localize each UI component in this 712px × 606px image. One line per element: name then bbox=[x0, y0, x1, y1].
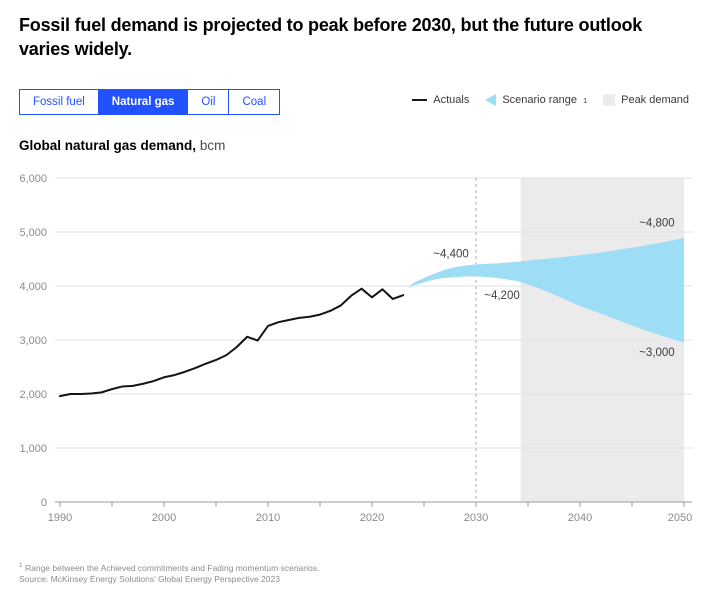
legend-label-actuals: Actuals bbox=[433, 94, 470, 106]
value-annotation: ~4,200 bbox=[484, 290, 520, 302]
legend-item-peak-demand: Peak demand bbox=[603, 94, 689, 106]
x-axis-tick-label: 2010 bbox=[256, 512, 280, 524]
y-axis-tick-label: 5,000 bbox=[19, 227, 47, 239]
footnote-source: Source: McKinsey Energy Solutions’ Globa… bbox=[19, 573, 280, 584]
x-axis-tick-label: 2040 bbox=[568, 512, 592, 524]
actuals-line bbox=[59, 287, 405, 398]
demand-chart: 0 1,000 2,000 3,000 4,000 5,000 6,000 1990 2000 2… bbox=[19, 173, 692, 524]
y-axis-tick-label: 0 bbox=[41, 497, 47, 509]
scenario-range-band bbox=[407, 237, 684, 343]
actuals-line-swatch-icon bbox=[412, 99, 428, 101]
x-axis-tick-label: 2020 bbox=[360, 512, 384, 524]
fuel-tabs: Fossil fuel Natural gas Oil Coal bbox=[19, 89, 281, 115]
x-axis-tick-label: 2030 bbox=[464, 512, 488, 524]
chart-title: Global natural gas demand, bcm bbox=[19, 138, 225, 153]
x-axis-tick-label: 2050 bbox=[668, 512, 692, 524]
legend-label-scenario-range: Scenario range bbox=[502, 94, 577, 106]
legend-item-scenario-range: Scenario range 1 bbox=[485, 94, 587, 106]
y-axis-tick-label: 6,000 bbox=[19, 173, 47, 185]
chart-title-unit: bcm bbox=[199, 138, 226, 153]
y-axis-tick-label: 3,000 bbox=[19, 335, 47, 347]
chart-title-text: Global natural gas demand, bbox=[19, 138, 197, 153]
y-axis-tick-label: 1,000 bbox=[19, 443, 47, 455]
page-title: Fossil fuel demand is projected to peak … bbox=[19, 15, 643, 59]
y-axis-tick-label: 2,000 bbox=[19, 389, 47, 401]
tab-fossil-fuel[interactable]: Fossil fuel bbox=[20, 90, 99, 114]
scenario-range-triangle-icon bbox=[485, 94, 497, 106]
x-axis-tick-label: 1990 bbox=[48, 512, 72, 524]
legend-item-actuals: Actuals bbox=[412, 94, 469, 106]
footnote: 1 Range between the Achieved commitments… bbox=[19, 560, 319, 585]
legend-label-peak-demand: Peak demand bbox=[621, 94, 689, 106]
chart-legend: Actuals Scenario range 1 Peak demand bbox=[412, 92, 689, 108]
footnote-marker: 1 bbox=[19, 562, 23, 569]
peak-demand-swatch-icon bbox=[603, 94, 616, 106]
value-annotation: ~4,800 bbox=[639, 217, 675, 229]
scenario-range-footnote-marker: 1 bbox=[582, 95, 588, 105]
tab-oil[interactable]: Oil bbox=[188, 90, 230, 114]
value-annotation: ~4,400 bbox=[433, 249, 469, 261]
value-annotation: ~3,000 bbox=[639, 347, 675, 359]
tab-natural-gas[interactable]: Natural gas bbox=[98, 90, 189, 114]
tab-coal[interactable]: Coal bbox=[229, 90, 280, 114]
footnote-line-1: 1 Range between the Achieved commitments… bbox=[19, 560, 319, 574]
y-axis-tick-label: 4,000 bbox=[19, 281, 47, 293]
x-axis-tick-label: 2000 bbox=[152, 512, 176, 524]
footnote-text: Range between the Achieved commitments a… bbox=[22, 562, 320, 573]
